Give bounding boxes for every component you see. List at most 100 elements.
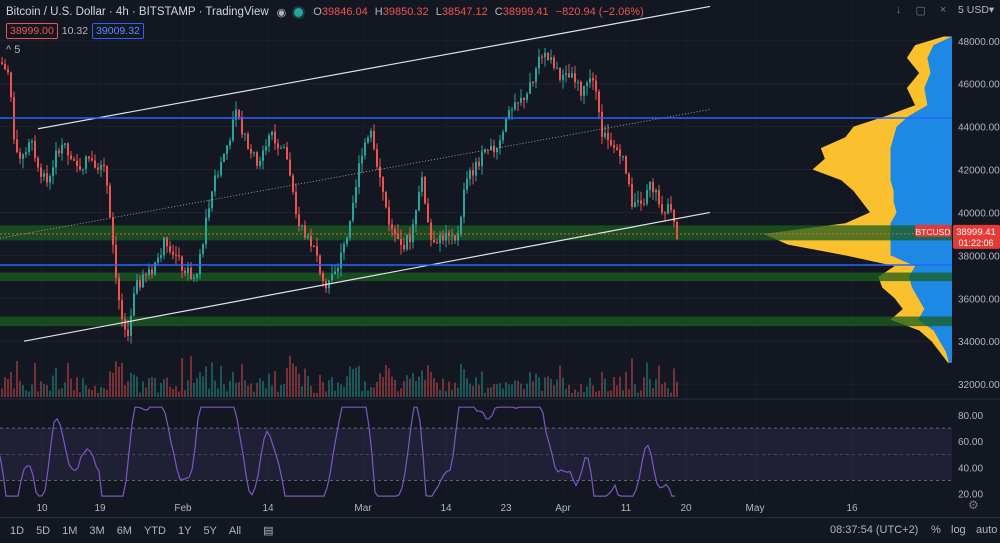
timeframe-all[interactable]: All — [228, 524, 242, 537]
volume-bar — [265, 388, 267, 397]
candle-body — [127, 329, 129, 336]
volume-bar — [514, 380, 516, 397]
open-value: 39846.04 — [321, 6, 368, 18]
candle-body — [97, 167, 99, 170]
volume-bar — [205, 366, 207, 397]
volume-bar — [34, 363, 36, 397]
candle-body — [55, 150, 57, 168]
volume-bar — [367, 390, 369, 397]
candle-body — [196, 274, 198, 278]
candle-body — [457, 233, 459, 241]
auto-toggle[interactable]: auto — [976, 524, 998, 536]
time-tick-label: May — [746, 503, 765, 514]
clock[interactable]: 08:37:54 (UTC+2) — [830, 524, 919, 536]
calendar-icon[interactable]: ▤ — [263, 525, 274, 537]
volume-bar — [202, 376, 204, 397]
candle-body — [604, 132, 606, 137]
price-tick-label: 36000.00 — [958, 294, 1000, 305]
volume-bar — [637, 392, 639, 397]
timeframe-ytd[interactable]: YTD — [143, 524, 166, 537]
price-chart[interactable]: 48000.00 46000.00 44000.00 42000.00 40000.00… — [0, 0, 1000, 517]
timeframe-1y[interactable]: 1Y — [177, 524, 192, 537]
volume-bar — [574, 389, 576, 397]
volume-bar — [406, 375, 408, 397]
candle-body — [550, 57, 552, 60]
axes: 48000.00 46000.00 44000.00 42000.00 40000.00… — [0, 37, 1000, 514]
volume-bar — [370, 386, 372, 397]
volume-bar — [592, 385, 594, 397]
volume-bar — [658, 365, 660, 397]
volume-bar — [388, 368, 390, 397]
volume-bar — [271, 385, 273, 397]
support-zone — [0, 316, 952, 327]
volume-bar — [376, 381, 378, 397]
volume-bar — [676, 381, 678, 397]
timeframe-1d[interactable]: 1D — [10, 524, 25, 537]
candle-body — [313, 245, 315, 247]
candle-body — [346, 237, 348, 244]
candle-body — [337, 268, 339, 272]
sell-price-box[interactable]: 38999.00 — [6, 23, 58, 39]
volume-bar — [454, 382, 456, 397]
candle-body — [7, 69, 9, 73]
candle-body — [637, 200, 639, 203]
volume-bar — [415, 380, 417, 397]
candle-body — [580, 81, 582, 96]
time-tick-label: 20 — [680, 503, 692, 514]
candle-body — [568, 73, 570, 78]
candle-body — [61, 144, 63, 154]
volume-bar — [478, 384, 480, 397]
candle-body — [316, 246, 318, 256]
candle-body — [322, 273, 324, 282]
volume-bar — [130, 372, 132, 397]
buy-price-box[interactable]: 39009.32 — [92, 23, 144, 39]
volume-bar — [352, 369, 354, 397]
timeframe-5y[interactable]: 5Y — [203, 524, 217, 537]
volume-bar — [136, 376, 138, 397]
candle-body — [157, 257, 159, 263]
volume-bar — [334, 390, 336, 397]
support-zone — [0, 225, 952, 241]
volume-bar — [283, 384, 285, 397]
volume-bar — [520, 383, 522, 397]
volume-bar — [493, 384, 495, 397]
maximize-icon[interactable]: ▢ — [915, 5, 926, 17]
symbol-title[interactable]: Bitcoin / U.S. Dollar · 4h · BITSTAMP · … — [6, 6, 269, 18]
volume-bar — [307, 375, 309, 397]
candle-body — [553, 57, 555, 68]
volume-bar — [631, 358, 633, 397]
timeframe-1m[interactable]: 1M — [62, 524, 78, 537]
volume-bar — [523, 388, 525, 397]
candle-body — [292, 175, 294, 192]
volume-bar — [85, 385, 87, 397]
volume-bar — [439, 389, 441, 397]
volume-bar — [580, 384, 582, 397]
candle-body — [49, 176, 51, 183]
currency-select[interactable]: 5 USD▾ — [958, 4, 995, 16]
volume-bar — [100, 386, 102, 397]
candle-body — [211, 191, 213, 209]
volume-bar — [247, 385, 249, 397]
candle-body — [508, 110, 510, 119]
indicators-collapse[interactable]: ^ 5 — [6, 44, 20, 56]
candle-body — [556, 67, 558, 69]
timeframe-5d[interactable]: 5D — [36, 524, 51, 537]
gear-icon[interactable]: ⚙ — [968, 498, 979, 512]
close-icon[interactable]: × — [939, 4, 947, 16]
candle-body — [85, 156, 87, 169]
low-key: L — [435, 6, 442, 18]
timeframe-3m[interactable]: 3M — [89, 524, 105, 537]
volume-bar — [466, 378, 468, 397]
candle-body — [280, 147, 282, 149]
arrow-down-icon[interactable]: ↓ — [896, 4, 902, 16]
volume-bar — [409, 378, 411, 397]
volume-bar — [79, 392, 81, 397]
candle-body — [511, 109, 513, 111]
timeframe-6m[interactable]: 6M — [116, 524, 132, 537]
percent-toggle[interactable]: % — [931, 524, 941, 536]
candle-body — [133, 293, 135, 316]
eye-icon[interactable]: ◉ — [276, 6, 287, 19]
volume-bar — [499, 383, 501, 397]
volume-bar — [244, 380, 246, 397]
log-toggle[interactable]: log — [951, 524, 966, 536]
